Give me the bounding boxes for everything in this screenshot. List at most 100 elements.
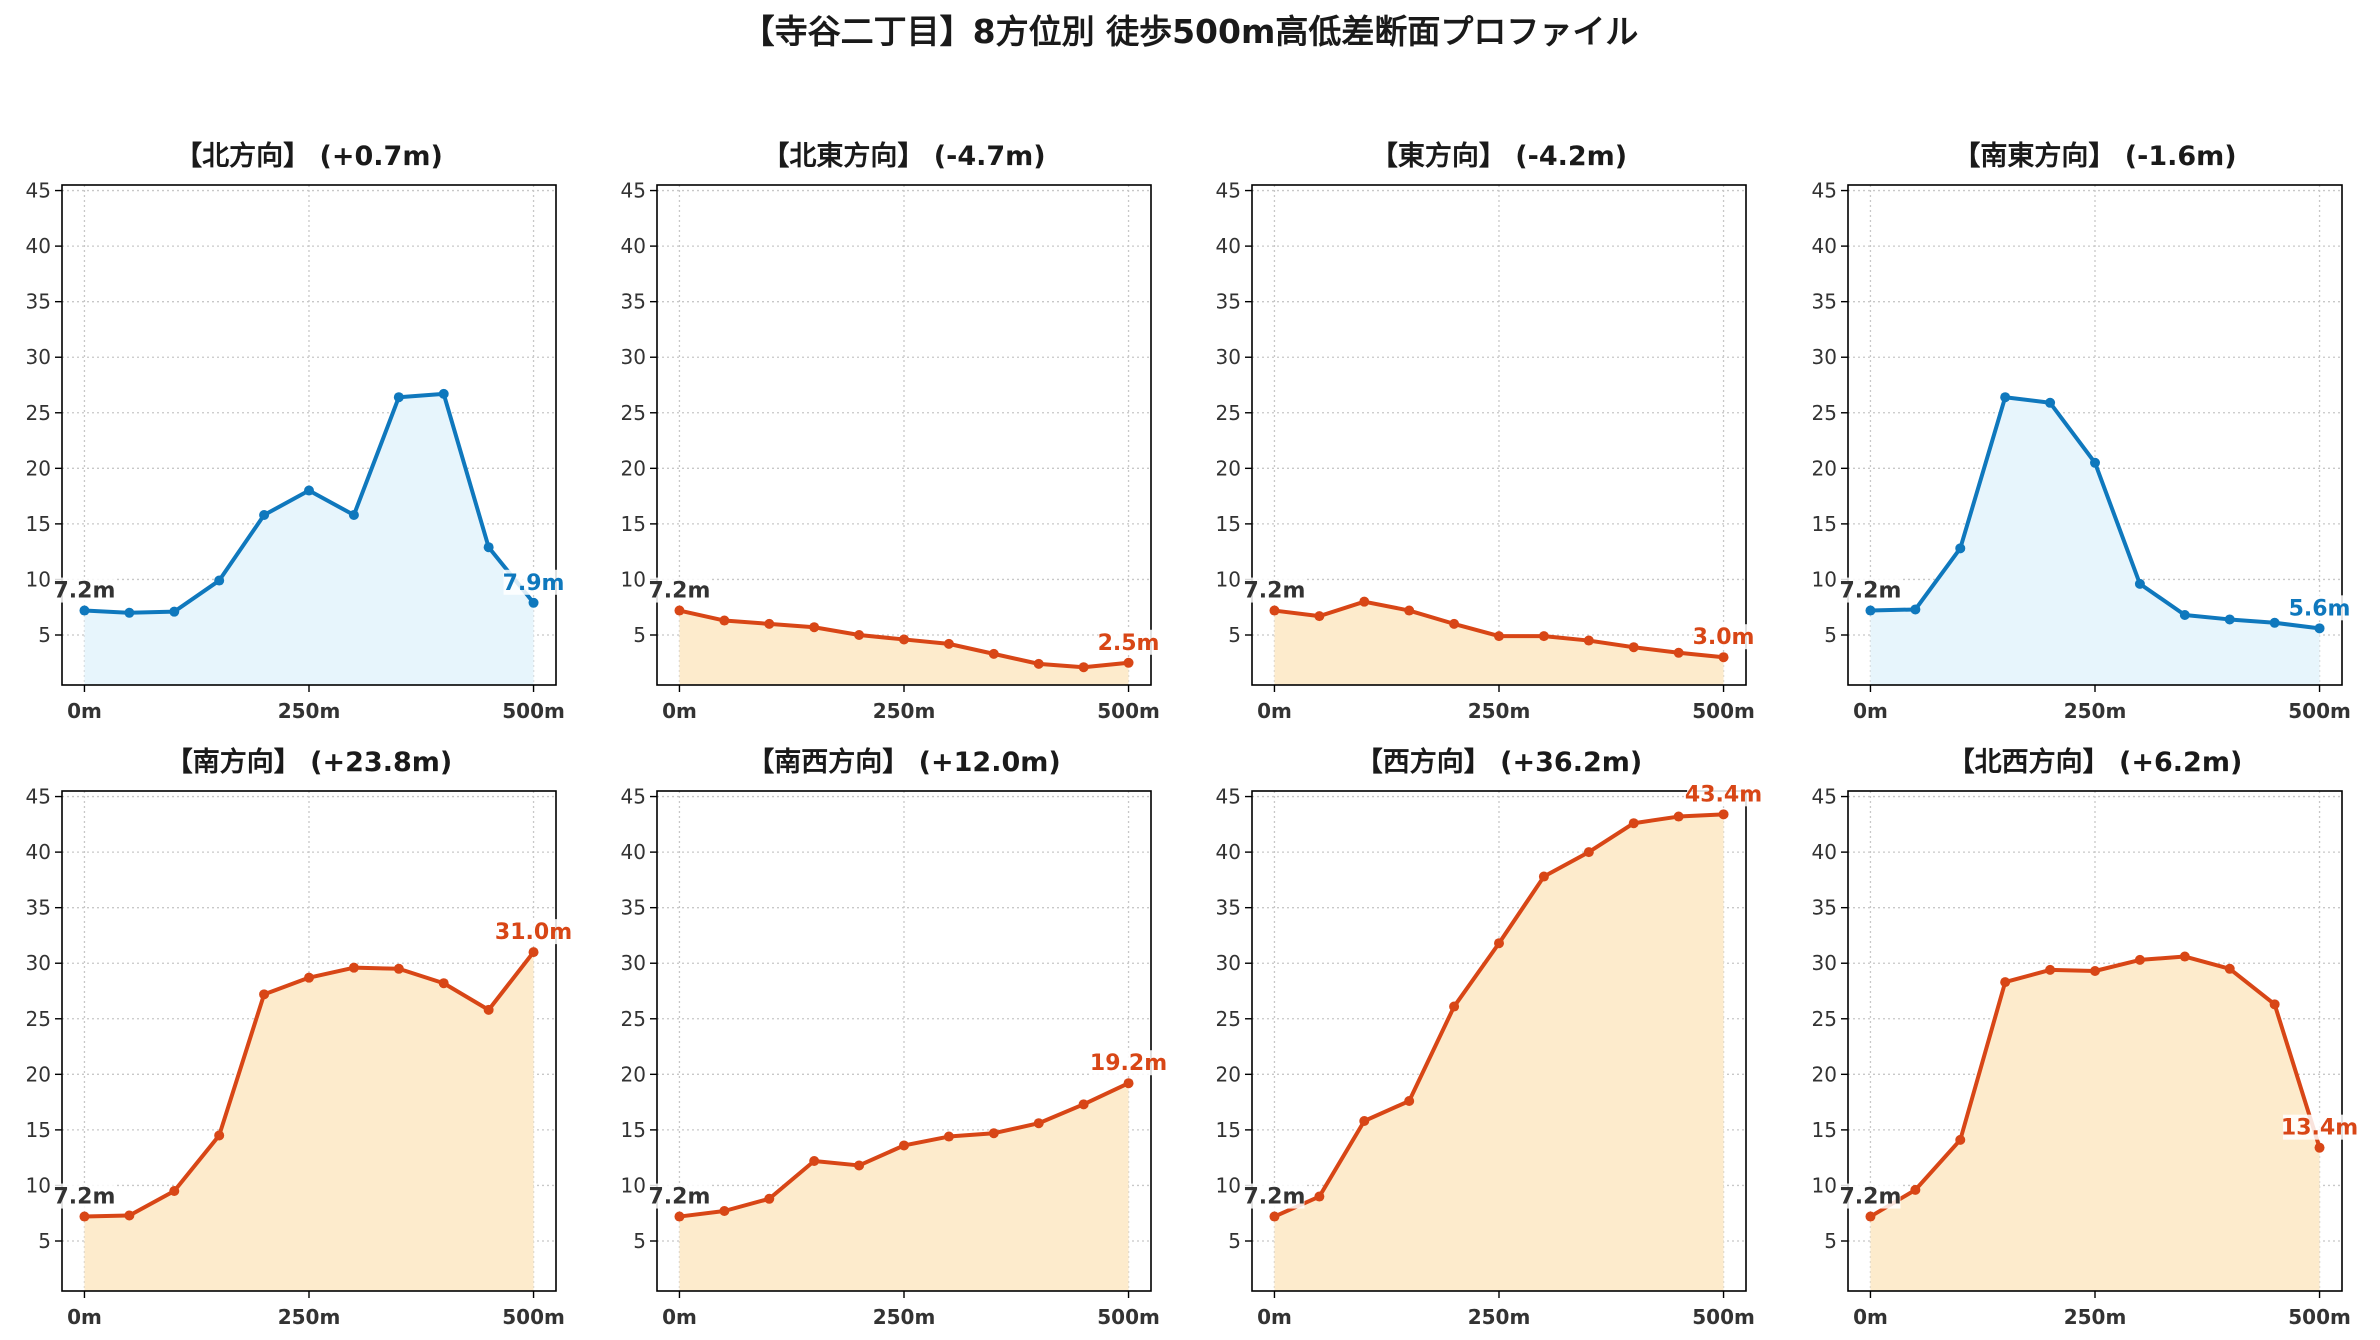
data-point — [1269, 605, 1280, 616]
data-point — [1718, 809, 1729, 820]
data-point — [483, 542, 494, 553]
data-point — [899, 1140, 909, 1151]
y-tick-label: 20 — [1216, 456, 1241, 480]
data-point — [528, 597, 539, 608]
data-point — [1494, 938, 1504, 949]
x-tick-label: 250m — [873, 1305, 936, 1329]
y-tick-label: 15 — [26, 512, 51, 536]
x-tick-label: 500m — [2288, 699, 2351, 723]
data-point — [483, 1004, 494, 1015]
data-point — [764, 618, 775, 629]
data-point — [1494, 631, 1504, 642]
data-point — [764, 1193, 775, 1204]
y-tick-label: 15 — [621, 512, 646, 536]
panel-3: 【南東方向】 (-1.6m) 5 10 15 20 25 30 35 40 45 0m 250m 500… — [1812, 140, 2351, 723]
y-tick-label: 25 — [1216, 1007, 1241, 1031]
data-point — [1033, 658, 1044, 669]
data-point — [899, 634, 909, 645]
start-value-label: 7.2m — [649, 1185, 711, 1210]
data-point — [2224, 614, 2235, 625]
x-tick-label: 0m — [67, 1305, 102, 1329]
y-tick-label: 5 — [633, 1229, 646, 1253]
data-point — [2090, 966, 2100, 976]
y-tick-label: 15 — [1216, 512, 1241, 536]
y-tick-label: 35 — [26, 290, 51, 314]
y-tick-label: 15 — [1812, 512, 1837, 536]
x-tick-label: 0m — [67, 699, 102, 723]
data-point — [1718, 652, 1729, 663]
panel-title: 【南西方向】 (+12.0m) — [747, 746, 1060, 778]
start-value-label-bg — [1840, 1183, 1901, 1209]
y-tick-label: 15 — [1812, 1118, 1837, 1142]
panel-2: 【東方向】 (-4.2m) 5 10 15 20 25 30 35 40 45 0m 250m 500m… — [1216, 140, 1755, 723]
series-area — [1870, 397, 2320, 685]
y-tick-label: 45 — [621, 785, 646, 809]
x-tick-label: 500m — [502, 1305, 565, 1329]
data-point — [259, 510, 270, 520]
data-point — [1673, 647, 1684, 658]
data-point — [854, 630, 865, 640]
x-tick-label: 250m — [278, 1305, 341, 1329]
y-tick-label: 45 — [1812, 785, 1837, 809]
data-point — [528, 947, 539, 958]
data-point — [393, 963, 404, 974]
y-tick-label: 5 — [1824, 1229, 1837, 1253]
x-tick-label: 250m — [873, 699, 936, 723]
data-point — [674, 1211, 685, 1222]
data-point — [169, 606, 180, 617]
data-point — [1033, 1118, 1044, 1129]
data-point — [1538, 631, 1549, 642]
data-point — [124, 607, 135, 618]
y-tick-label: 40 — [1216, 234, 1241, 258]
y-tick-label: 20 — [1216, 1062, 1241, 1086]
panel-0: 【北方向】 (+0.7m) 5 10 15 20 25 30 35 40 45 0m 250m 500m… — [26, 140, 565, 723]
y-tick-label: 30 — [1812, 345, 1837, 369]
x-tick-label: 0m — [1853, 1305, 1888, 1329]
data-point — [2314, 1142, 2325, 1153]
y-tick-label: 25 — [1812, 401, 1837, 425]
data-point — [1123, 1078, 1134, 1089]
y-tick-label: 10 — [1812, 567, 1837, 591]
y-tick-label: 10 — [1812, 1173, 1837, 1197]
x-tick-label: 250m — [278, 699, 341, 723]
data-point — [2179, 610, 2190, 620]
data-point — [1123, 657, 1134, 668]
data-point — [1583, 635, 1594, 646]
data-point — [1910, 1184, 1921, 1195]
data-point — [214, 1130, 225, 1141]
x-tick-label: 250m — [2064, 699, 2127, 723]
y-tick-label: 45 — [621, 179, 646, 203]
panel-4: 【南方向】 (+23.8m) 5 10 15 20 25 30 35 40 45 0m 250m 500… — [26, 746, 573, 1329]
data-point — [2314, 623, 2325, 634]
data-point — [1628, 818, 1639, 829]
end-value-label-bg — [2289, 595, 2350, 621]
x-tick-label: 0m — [1853, 699, 1888, 723]
y-tick-label: 25 — [1216, 401, 1241, 425]
y-tick-label: 25 — [621, 401, 646, 425]
start-value-label: 7.2m — [54, 1185, 116, 1210]
data-point — [2224, 963, 2235, 974]
y-tick-label: 5 — [1824, 623, 1837, 647]
y-tick-label: 10 — [1216, 1173, 1241, 1197]
panel-title: 【東方向】 (-4.2m) — [1371, 140, 1627, 172]
y-tick-label: 40 — [621, 840, 646, 864]
data-point — [2000, 977, 2011, 988]
data-point — [1583, 847, 1594, 858]
y-tick-label: 5 — [633, 623, 646, 647]
data-point — [2134, 954, 2145, 965]
data-point — [1865, 1211, 1876, 1222]
x-tick-label: 0m — [662, 1305, 697, 1329]
y-tick-label: 20 — [1812, 1062, 1837, 1086]
data-point — [854, 1160, 865, 1171]
end-value-label: 19.2m — [1090, 1051, 1167, 1076]
y-tick-label: 35 — [1812, 896, 1837, 920]
data-point — [1404, 1096, 1415, 1106]
end-value-label-bg — [1092, 1050, 1166, 1076]
data-point — [2134, 578, 2145, 589]
data-point — [988, 648, 999, 659]
y-tick-label: 25 — [621, 1007, 646, 1031]
data-point — [1314, 1191, 1325, 1202]
y-tick-label: 5 — [38, 623, 51, 647]
y-tick-label: 10 — [1216, 567, 1241, 591]
y-tick-label: 15 — [26, 1118, 51, 1142]
